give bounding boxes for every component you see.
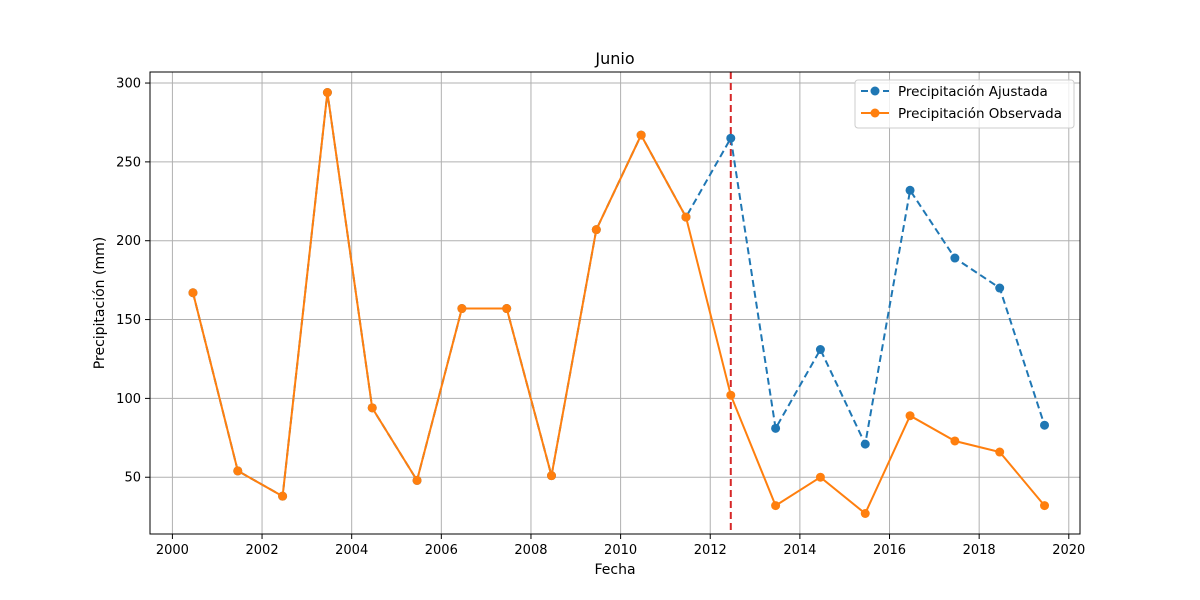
data-point bbox=[547, 471, 557, 481]
plot-frame bbox=[149, 71, 1081, 535]
x-axis-label: Fecha bbox=[594, 562, 635, 578]
legend-swatch-marker bbox=[870, 86, 880, 96]
x-tick-label: 2008 bbox=[514, 543, 547, 558]
data-point bbox=[278, 491, 288, 501]
grid-layer bbox=[150, 72, 1080, 534]
data-point bbox=[1040, 501, 1050, 511]
y-tick-label: 300 bbox=[116, 77, 141, 92]
data-point bbox=[950, 253, 960, 263]
x-tick-label: 2004 bbox=[335, 543, 368, 558]
data-point bbox=[995, 283, 1005, 293]
series-1 bbox=[188, 87, 1050, 501]
data-point bbox=[367, 403, 377, 413]
y-axis-label: Precipitación (mm) bbox=[92, 237, 108, 369]
legend-item: Precipitación Ajustada bbox=[861, 84, 1048, 100]
series-line bbox=[192, 92, 1046, 516]
data-point bbox=[412, 475, 422, 485]
data-point bbox=[771, 423, 781, 433]
data-point bbox=[726, 133, 736, 143]
data-point bbox=[502, 304, 512, 314]
chart-title: Junio bbox=[594, 49, 634, 68]
data-point bbox=[905, 185, 915, 195]
x-tick-label: 2016 bbox=[873, 543, 906, 558]
data-point bbox=[188, 288, 198, 298]
y-tick-label: 150 bbox=[116, 313, 141, 328]
y-tick-label: 50 bbox=[124, 471, 141, 486]
data-point bbox=[860, 509, 870, 519]
series-2 bbox=[188, 87, 1050, 519]
data-point bbox=[233, 466, 243, 476]
legend-label: Precipitación Observada bbox=[898, 106, 1062, 122]
y-tick-label: 100 bbox=[116, 392, 141, 407]
data-point bbox=[815, 472, 825, 482]
data-point bbox=[681, 212, 691, 222]
x-tick-label: 2000 bbox=[156, 543, 189, 558]
series-layer bbox=[188, 87, 1050, 519]
y-tick-label: 200 bbox=[116, 234, 141, 249]
x-tick-label: 2006 bbox=[425, 543, 458, 558]
data-point bbox=[771, 501, 781, 511]
data-point bbox=[726, 390, 736, 400]
x-tick-label: 2020 bbox=[1052, 543, 1085, 558]
x-tick-label: 2010 bbox=[604, 543, 637, 558]
data-point bbox=[950, 436, 960, 446]
data-point bbox=[995, 447, 1005, 457]
data-point bbox=[905, 411, 915, 421]
legend-box bbox=[854, 79, 1075, 129]
ticks-layer: 2000 2002 2004 2006 2008 2010 2012 2014 2016 2018… bbox=[116, 77, 1085, 558]
data-point bbox=[636, 130, 646, 140]
data-point bbox=[591, 225, 601, 235]
legend-swatch-marker bbox=[870, 108, 880, 118]
legend-label: Precipitación Ajustada bbox=[898, 84, 1048, 100]
data-point bbox=[322, 87, 332, 97]
y-tick-label: 250 bbox=[116, 155, 141, 170]
x-tick-label: 2012 bbox=[694, 543, 727, 558]
legend-item: Precipitación Observada bbox=[861, 106, 1062, 122]
data-point bbox=[860, 439, 870, 449]
data-point bbox=[1040, 420, 1050, 430]
x-tick-label: 2002 bbox=[246, 543, 279, 558]
legend: Precipitación Ajustada Precipitación Obse… bbox=[854, 79, 1075, 129]
x-tick-label: 2018 bbox=[963, 543, 996, 558]
data-point bbox=[815, 345, 825, 355]
data-point bbox=[457, 304, 467, 314]
x-tick-label: 2014 bbox=[783, 543, 816, 558]
